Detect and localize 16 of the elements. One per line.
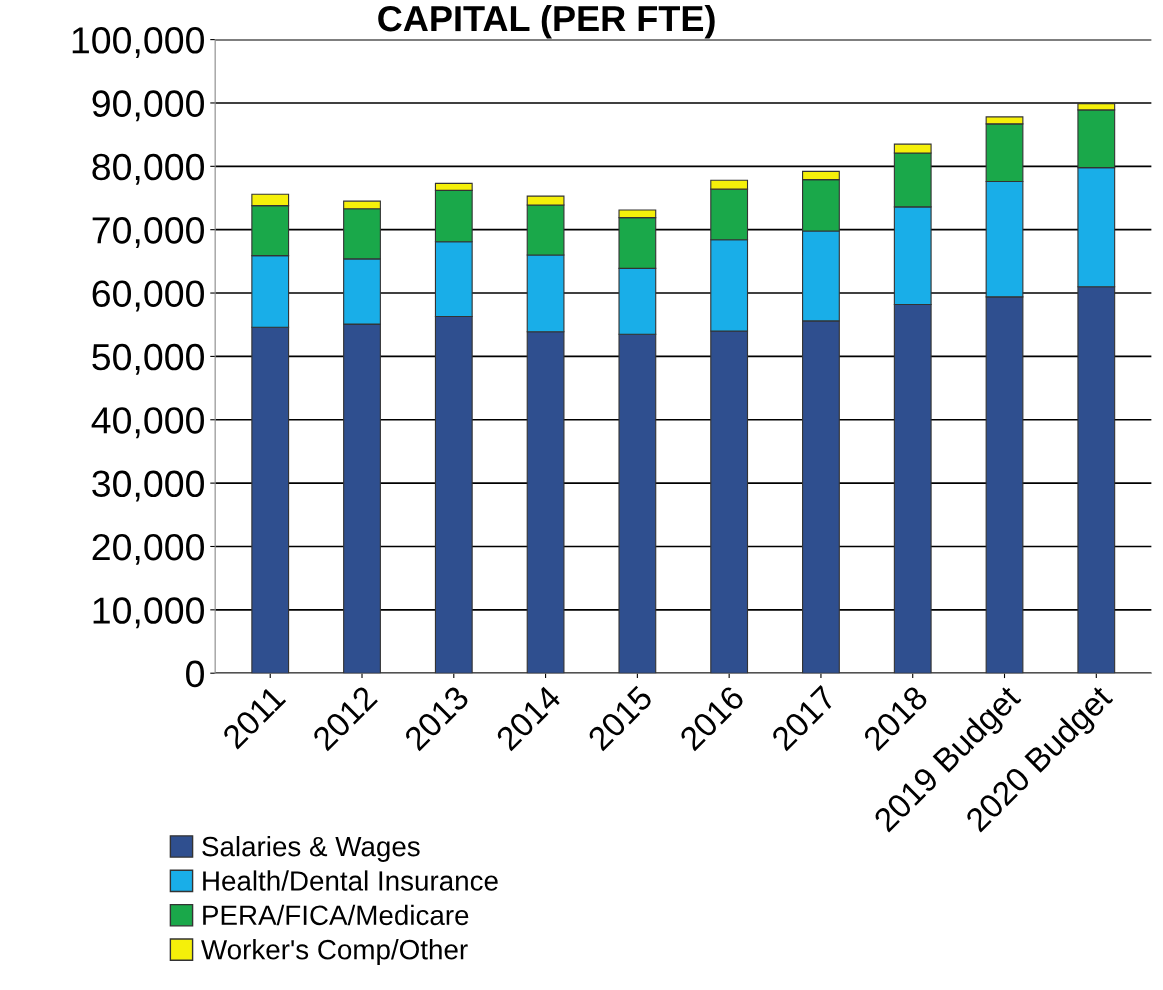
- y-tick-label: 70,000: [92, 217, 204, 249]
- y-tick-label: 60,000: [92, 280, 204, 312]
- legend-label: Worker's Comp/Other: [201, 939, 468, 965]
- y-tick-label: 20,000: [92, 533, 204, 565]
- y-tick-label: 100,000: [72, 27, 204, 58]
- y-tick-label: 0: [186, 660, 204, 688]
- legend-label: Health/Dental Insurance: [203, 870, 498, 891]
- y-tick-label: 40,000: [91, 407, 204, 439]
- y-tick-label: 80,000: [92, 153, 204, 185]
- y-tick-label: 50,000: [92, 343, 204, 375]
- legend-label: PERA/FICA/Medicare: [203, 904, 469, 926]
- y-tick-label: 90,000: [92, 90, 204, 122]
- y-tick-label: 30,000: [92, 470, 204, 502]
- legend-label: Salaries & Wages: [202, 835, 420, 862]
- y-tick-label: 10,000: [93, 597, 204, 629]
- chart-title: CAPITAL (PER FTE): [378, 4, 715, 39]
